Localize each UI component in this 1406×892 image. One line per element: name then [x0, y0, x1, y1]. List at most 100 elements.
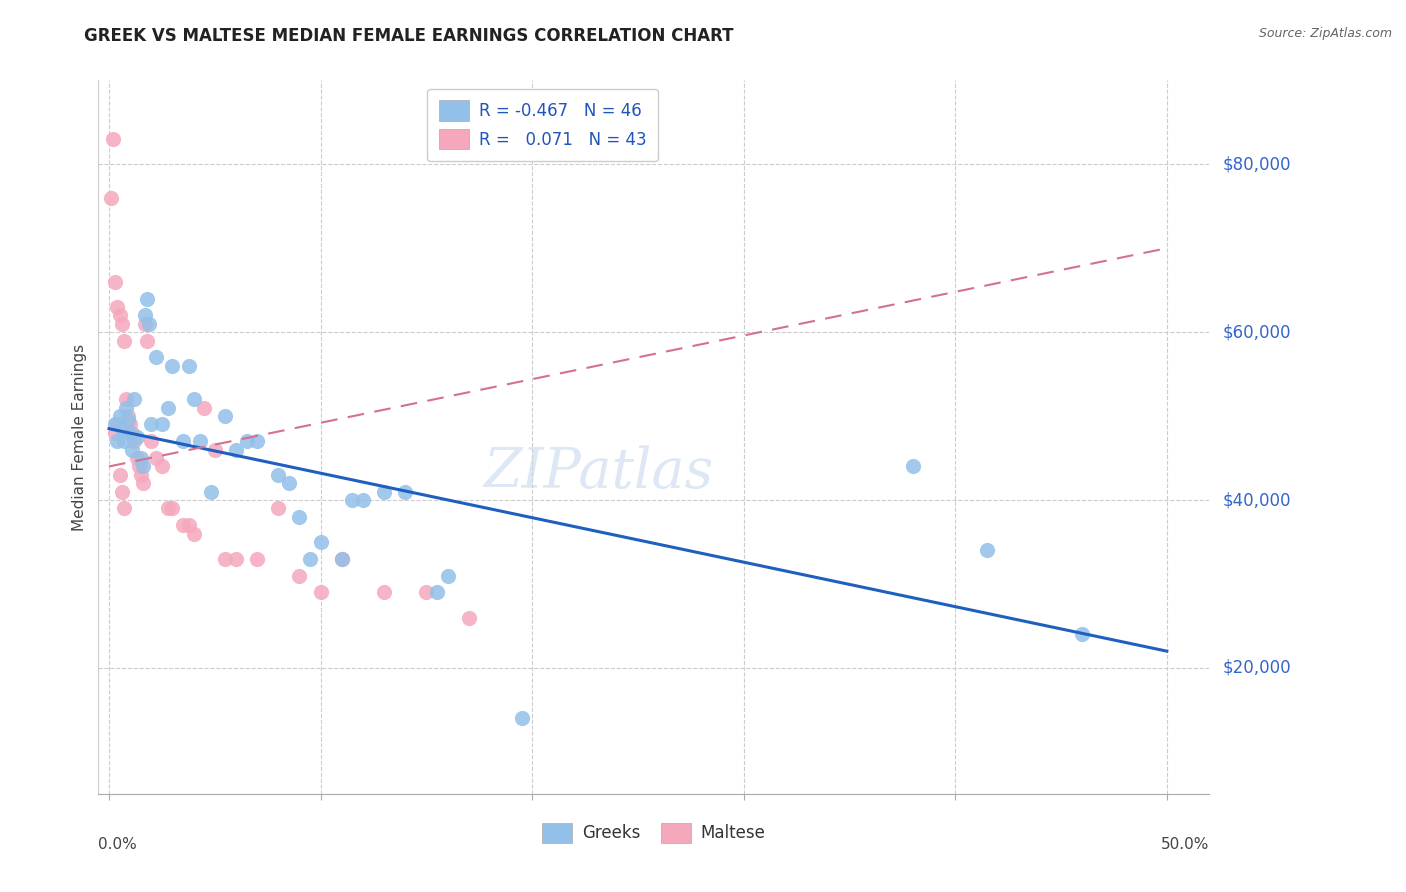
Point	[204, 442, 226, 457]
Point	[108, 409, 131, 423]
Point	[157, 401, 180, 415]
Point	[157, 501, 180, 516]
Point	[121, 425, 143, 440]
Text: 50.0%: 50.0%	[1161, 837, 1209, 852]
Point	[330, 551, 353, 566]
Point	[104, 275, 127, 289]
Point	[426, 585, 449, 599]
Point	[225, 551, 247, 566]
Point	[200, 484, 222, 499]
Point	[298, 551, 321, 566]
Point	[342, 493, 364, 508]
Point	[104, 417, 127, 432]
Point	[125, 430, 148, 444]
Point	[111, 422, 134, 436]
Point	[103, 132, 125, 146]
Y-axis label: Median Female Earnings: Median Female Earnings	[72, 343, 87, 531]
Point	[111, 484, 134, 499]
Point	[115, 401, 138, 415]
Point	[193, 401, 215, 415]
Text: 0.0%: 0.0%	[98, 837, 138, 852]
Point	[162, 359, 184, 373]
Point	[976, 543, 998, 558]
Point	[330, 551, 353, 566]
Text: ZIPatlas: ZIPatlas	[484, 445, 713, 500]
Point	[457, 610, 479, 624]
Point	[172, 518, 194, 533]
Point	[214, 551, 236, 566]
Point	[115, 392, 138, 407]
Point	[188, 434, 211, 449]
Point	[121, 442, 143, 457]
Point	[108, 309, 131, 323]
Point	[128, 459, 150, 474]
Point	[267, 501, 290, 516]
Text: Source: ZipAtlas.com: Source: ZipAtlas.com	[1258, 27, 1392, 40]
Point	[138, 317, 160, 331]
Point	[108, 467, 131, 482]
Point	[136, 292, 159, 306]
Point	[179, 518, 201, 533]
Point	[436, 568, 458, 582]
Point	[150, 459, 173, 474]
Point	[415, 585, 437, 599]
Point	[136, 334, 159, 348]
Text: GREEK VS MALTESE MEDIAN FEMALE EARNINGS CORRELATION CHART: GREEK VS MALTESE MEDIAN FEMALE EARNINGS …	[84, 27, 734, 45]
Point	[132, 459, 155, 474]
Point	[150, 417, 173, 432]
Point	[107, 417, 129, 432]
Point	[112, 334, 135, 348]
Point	[145, 351, 167, 365]
Point	[183, 526, 205, 541]
Point	[394, 484, 416, 499]
Text: $40,000: $40,000	[1223, 491, 1292, 509]
Point	[120, 417, 142, 432]
Point	[112, 501, 135, 516]
Legend: Greeks, Maltese: Greeks, Maltese	[536, 816, 772, 850]
Text: $80,000: $80,000	[1223, 155, 1292, 173]
Point	[104, 425, 127, 440]
Point	[373, 484, 395, 499]
Point	[183, 392, 205, 407]
Point	[225, 442, 247, 457]
Point	[107, 300, 129, 314]
Point	[141, 417, 163, 432]
Point	[117, 409, 139, 423]
Point	[132, 476, 155, 491]
Point	[111, 317, 134, 331]
Point	[172, 434, 194, 449]
Point	[1071, 627, 1094, 641]
Point	[235, 434, 257, 449]
Point	[124, 434, 146, 449]
Point	[134, 317, 156, 331]
Point	[145, 451, 167, 466]
Point	[162, 501, 184, 516]
Point	[267, 467, 290, 482]
Text: $20,000: $20,000	[1223, 659, 1292, 677]
Point	[214, 409, 236, 423]
Point	[141, 434, 163, 449]
Point	[124, 392, 146, 407]
Point	[179, 359, 201, 373]
Point	[901, 459, 924, 474]
Point	[100, 191, 122, 205]
Point	[309, 585, 332, 599]
Point	[125, 451, 148, 466]
Point	[117, 413, 139, 427]
Point	[352, 493, 374, 508]
Point	[246, 434, 269, 449]
Point	[277, 476, 299, 491]
Point	[246, 551, 269, 566]
Point	[288, 568, 311, 582]
Text: $60,000: $60,000	[1223, 323, 1292, 341]
Point	[112, 434, 135, 449]
Point	[129, 451, 152, 466]
Point	[288, 509, 311, 524]
Point	[107, 434, 129, 449]
Point	[510, 711, 533, 725]
Point	[309, 535, 332, 549]
Point	[129, 467, 152, 482]
Point	[134, 309, 156, 323]
Point	[373, 585, 395, 599]
Point	[120, 425, 142, 440]
